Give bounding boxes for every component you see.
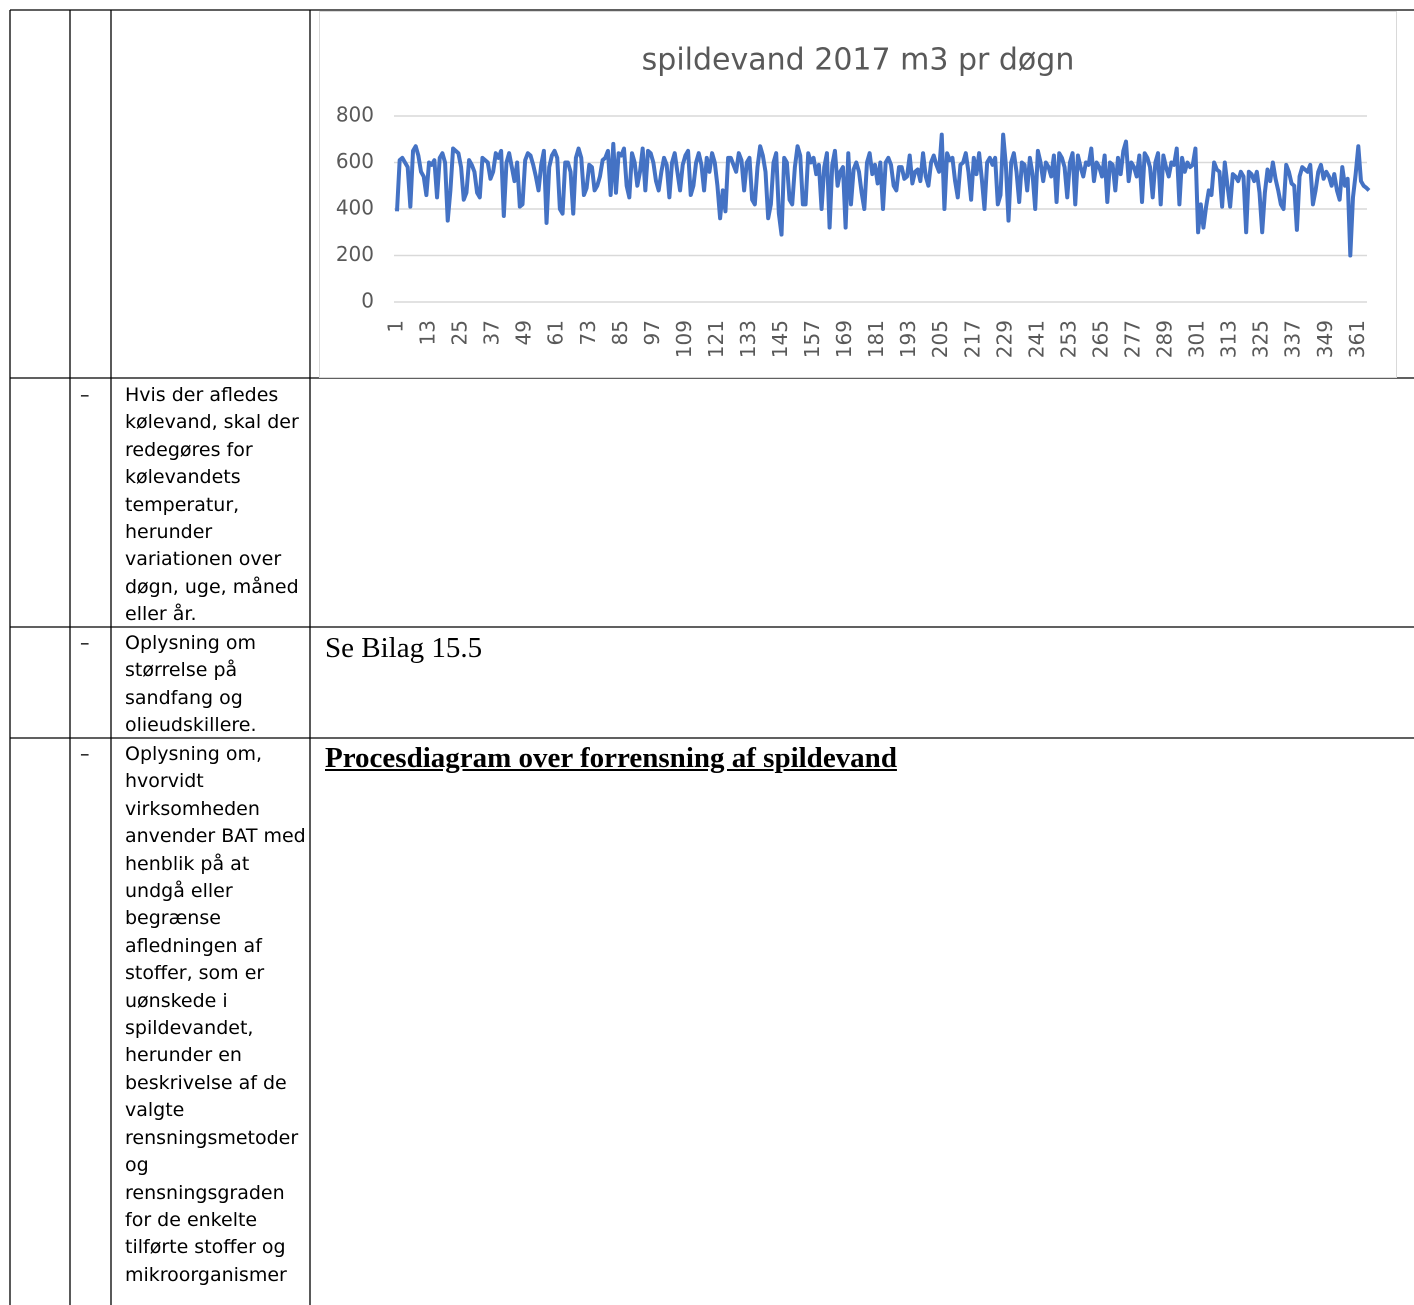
x-tick-label: 73 [576, 320, 600, 345]
x-tick-label: 229 [992, 320, 1016, 358]
data-line [395, 132, 1371, 258]
x-tick-label: 217 [960, 320, 984, 358]
y-tick-label: 800 [336, 103, 374, 127]
x-tick-label: 289 [1153, 320, 1177, 358]
x-tick-label: 109 [672, 320, 696, 358]
x-tick-label: 37 [480, 320, 504, 345]
y-tick-label: 400 [336, 196, 374, 220]
x-tick-label: 49 [512, 320, 536, 345]
answer-text: Se Bilag 15.5 [325, 632, 483, 664]
section-heading: Procesdiagram over forrensning af spilde… [325, 742, 897, 774]
x-tick-label: 61 [544, 320, 568, 345]
chart-title: spildevand 2017 m3 pr døgn [642, 43, 1075, 78]
x-tick-label: 85 [608, 320, 632, 345]
x-tick-label: 1 [384, 320, 408, 333]
x-tick-label: 25 [448, 320, 472, 345]
chart: spildevand 2017 m3 pr døgn 0 200 400 600 800… [319, 11, 1397, 378]
requirement-text: Oplysning om, hvorvidt virksomheden anve… [125, 743, 306, 1286]
requirement-text: Hvis der afledes kølevand, skal der rede… [125, 384, 299, 626]
x-tick-label: 253 [1056, 320, 1080, 358]
dash: – [80, 632, 90, 654]
x-tick-label: 121 [704, 320, 728, 358]
x-tick-label: 277 [1121, 320, 1145, 358]
x-tick-label: 133 [736, 320, 760, 358]
x-tick-label: 301 [1185, 320, 1209, 358]
x-tick-label: 361 [1345, 320, 1369, 358]
x-tick-label: 265 [1088, 320, 1112, 358]
chart-frame [319, 11, 1397, 378]
y-tick-label: 600 [336, 149, 374, 173]
y-tick-label: 0 [361, 289, 374, 313]
requirement-text: Oplysning om størrelse på sandfang og ol… [125, 632, 257, 737]
x-tick-label: 241 [1024, 320, 1048, 358]
x-tick-label: 13 [416, 320, 440, 345]
x-tick-label: 325 [1249, 320, 1273, 358]
x-tick-label: 169 [832, 320, 856, 358]
x-tick-label: 97 [640, 320, 664, 345]
x-tick-label: 337 [1281, 320, 1305, 358]
x-tick-label: 205 [928, 320, 952, 358]
x-tick-label: 145 [768, 320, 792, 358]
x-tick-label: 349 [1313, 320, 1337, 358]
x-tick-label: 193 [896, 320, 920, 358]
dash: – [80, 384, 90, 406]
dash: – [80, 743, 90, 765]
y-tick-label: 200 [336, 242, 374, 266]
x-tick-label: 313 [1217, 320, 1241, 358]
x-tick-label: 157 [800, 320, 824, 358]
x-tick-label: 181 [864, 320, 888, 358]
